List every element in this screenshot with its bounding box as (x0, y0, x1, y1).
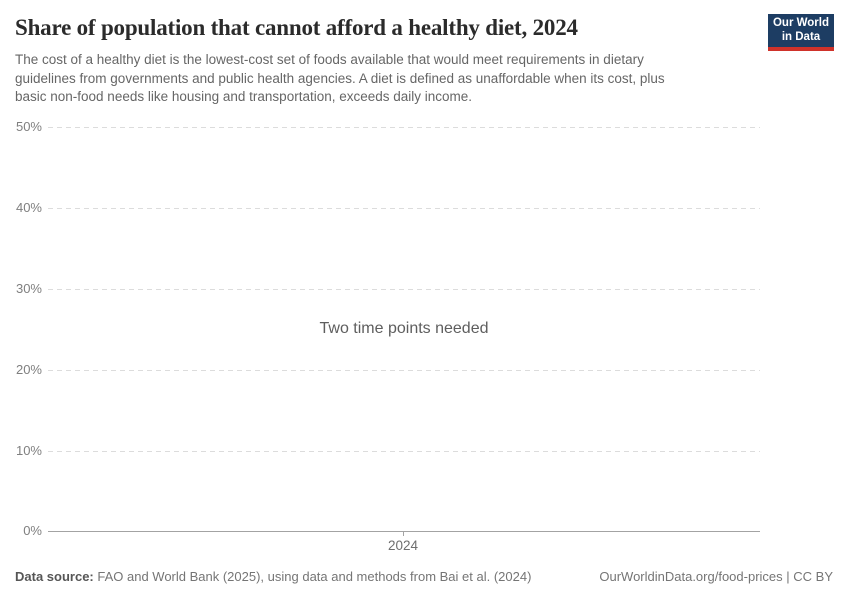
subtitle-line: The cost of a healthy diet is the lowest… (15, 52, 644, 67)
gridline (48, 289, 760, 290)
y-gridline-row-30: 30% (0, 280, 760, 298)
gridline (48, 451, 760, 452)
chart-subtitle: The cost of a healthy diet is the lowest… (15, 51, 735, 107)
data-source-label: Data source: (15, 569, 94, 584)
x-tick-label: 2024 (387, 538, 419, 553)
x-tick-mark (403, 531, 404, 536)
footer-credits: OurWorldinData.org/food-prices | CC BY (599, 569, 833, 584)
y-gridline-row-40: 40% (0, 199, 760, 217)
footer-source: Data source: FAO and World Bank (2025), … (15, 569, 531, 584)
subtitle-line: basic non-food needs like housing and tr… (15, 89, 473, 104)
owid-logo[interactable]: Our World in Data (768, 14, 834, 51)
license-link[interactable]: CC BY (793, 569, 833, 584)
subtitle-line: guidelines from governments and public h… (15, 70, 665, 86)
footer-separator: | (782, 569, 794, 584)
y-gridline-row-50: 50% (0, 118, 760, 136)
x-axis-line (48, 531, 760, 532)
page-title: Share of population that cannot afford a… (15, 15, 578, 40)
origin-url-link[interactable]: OurWorldinData.org/food-prices (599, 569, 783, 584)
y-tick-label: 30% (15, 281, 42, 296)
y-gridline-row-20: 20% (0, 361, 760, 379)
gridline (48, 370, 760, 371)
empty-state-message: Two time points needed (319, 320, 489, 337)
y-gridline-row-10: 10% (0, 442, 760, 460)
y-tick-label: 20% (15, 362, 42, 377)
owid-logo-line1: Our World (772, 17, 829, 29)
data-source-link[interactable]: FAO and World Bank (2025), using data an… (93, 569, 532, 584)
y-tick-label: 50% (15, 119, 42, 134)
owid-logo-line2: in Data (781, 30, 821, 43)
y-tick-label: 10% (15, 443, 42, 458)
gridline (48, 208, 760, 209)
x-axis-baseline-row: 0% (0, 522, 760, 540)
y-tick-label: 0% (23, 523, 42, 538)
gridline (48, 127, 760, 128)
y-tick-label: 40% (15, 200, 42, 215)
